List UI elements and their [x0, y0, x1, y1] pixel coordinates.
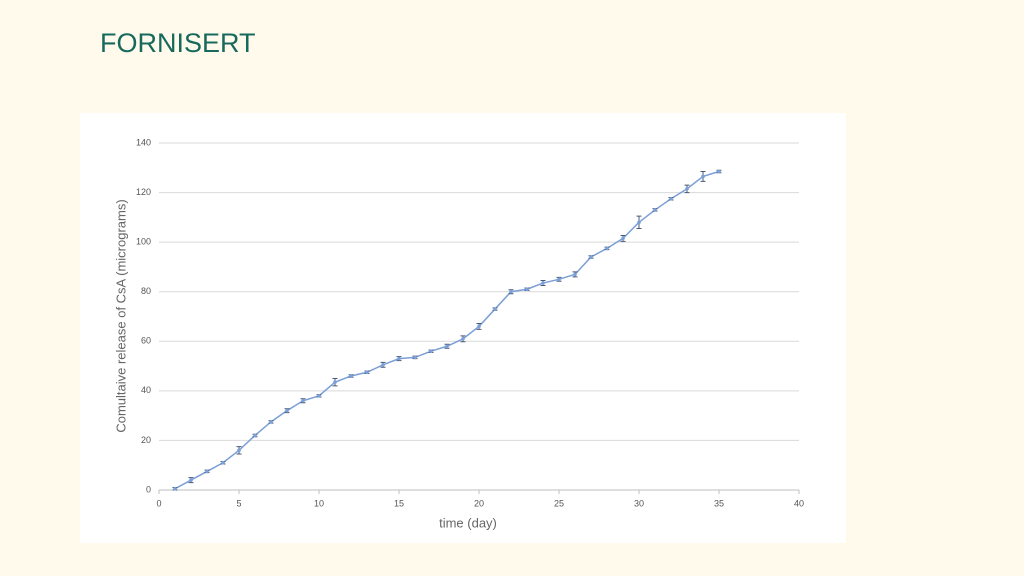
y-tick-label: 40	[141, 385, 151, 395]
x-axis-title: time (day)	[439, 515, 497, 530]
y-tick-label: 80	[141, 286, 151, 296]
data-point	[669, 196, 673, 201]
data-point	[541, 281, 545, 285]
data-point	[237, 448, 241, 453]
data-point	[461, 337, 465, 341]
data-point	[173, 486, 177, 491]
data-point	[701, 174, 705, 179]
data-point	[413, 355, 417, 360]
y-tick-label: 120	[136, 187, 151, 197]
data-point	[717, 169, 721, 174]
x-tick-label: 35	[714, 498, 724, 508]
data-point	[621, 236, 625, 241]
y-tick-label: 140	[136, 137, 151, 147]
data-point	[525, 287, 529, 292]
data-point	[285, 408, 289, 413]
x-tick-label: 25	[554, 498, 564, 508]
data-point	[589, 255, 593, 259]
data-point	[429, 349, 433, 354]
x-tick-label: 20	[474, 498, 484, 508]
x-tick-label: 5	[236, 498, 241, 508]
data-point	[509, 289, 513, 294]
y-tick-label: 100	[136, 237, 151, 247]
data-point	[189, 478, 193, 482]
data-point	[205, 469, 209, 474]
x-tick-label: 30	[634, 498, 644, 508]
data-point	[445, 344, 449, 349]
data-point	[573, 272, 577, 277]
data-point	[493, 307, 497, 311]
x-tick-label: 40	[794, 498, 804, 508]
data-point	[269, 420, 273, 424]
y-tick-label: 60	[141, 336, 151, 346]
data-point	[349, 374, 353, 378]
data-point	[605, 246, 609, 251]
data-point	[637, 220, 641, 225]
data-point	[381, 363, 385, 367]
data-point	[317, 394, 321, 398]
data-point	[397, 356, 401, 361]
y-tick-label: 20	[141, 435, 151, 445]
data-point	[301, 398, 305, 403]
x-tick-label: 15	[394, 498, 404, 508]
slide-title: FORNISERT	[100, 28, 256, 58]
data-point	[253, 433, 257, 438]
data-point	[365, 370, 369, 375]
x-tick-label: 0	[156, 498, 161, 508]
data-point	[557, 277, 561, 282]
y-axis-title: Comultaive release of CsA (micrograms)	[113, 199, 128, 432]
x-tick-label: 10	[314, 498, 324, 508]
data-point	[653, 208, 657, 212]
y-tick-label: 0	[146, 484, 151, 494]
data-point	[477, 324, 481, 329]
data-point	[685, 187, 689, 191]
data-point	[221, 460, 225, 465]
data-point	[333, 380, 337, 384]
